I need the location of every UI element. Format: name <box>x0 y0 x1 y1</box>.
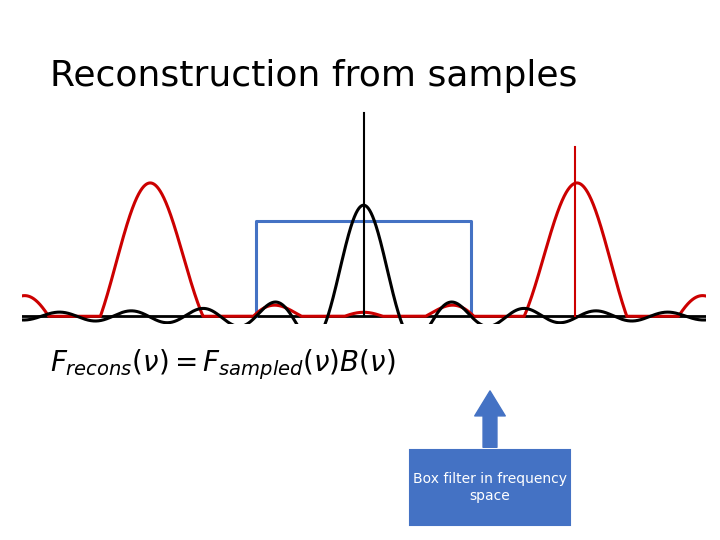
Text: Box filter in frequency
space: Box filter in frequency space <box>413 472 567 503</box>
Text: Reconstruction from samples: Reconstruction from samples <box>50 59 577 93</box>
Bar <box>410 450 570 525</box>
FancyArrowPatch shape <box>474 391 505 447</box>
Text: $F_{recons}(\nu) = F_{sampled}(\nu)B(\nu)$: $F_{recons}(\nu) = F_{sampled}(\nu)B(\nu… <box>50 348 395 382</box>
